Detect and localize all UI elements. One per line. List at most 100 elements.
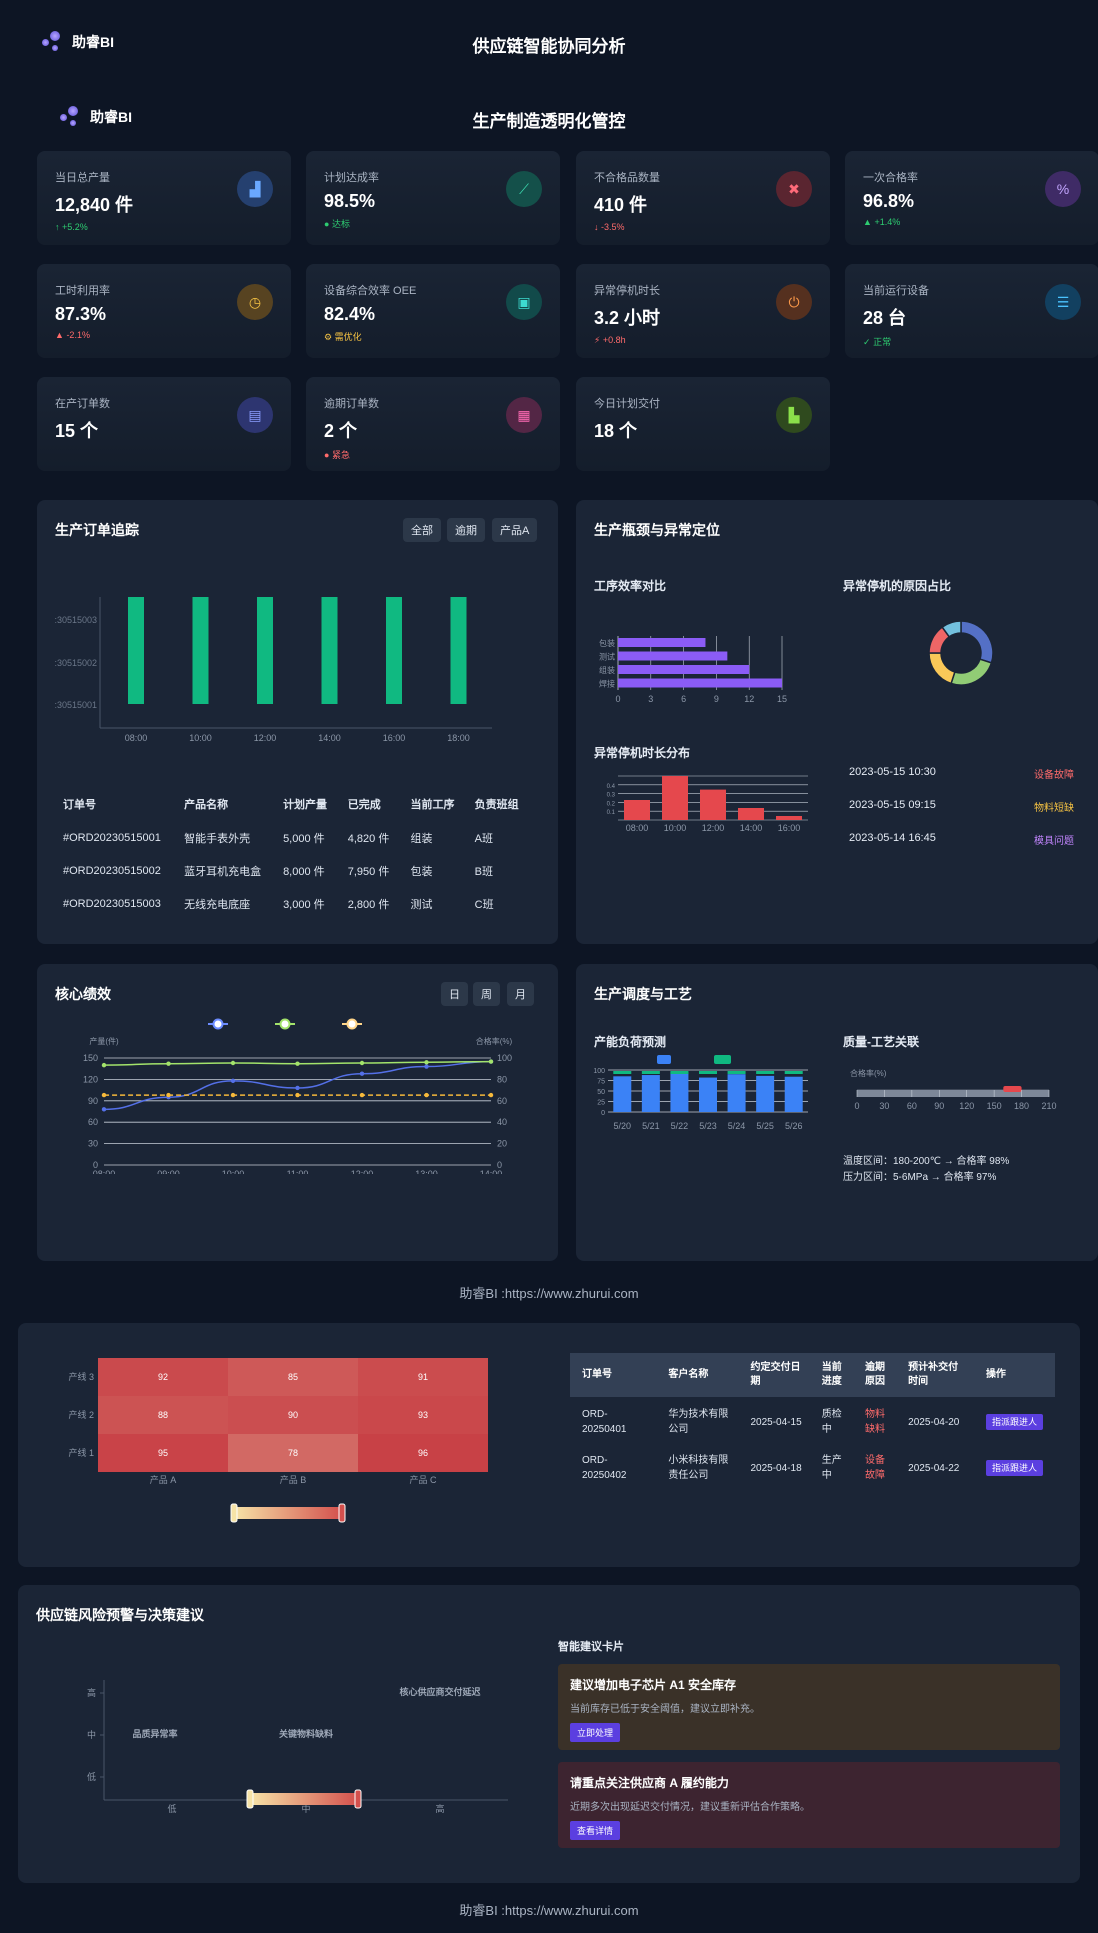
tab-month[interactable]: 月 [507, 982, 534, 1006]
data-point[interactable] [359, 1060, 365, 1066]
event-row[interactable]: 2023-05-15 09:15 物料短缺 [849, 799, 1074, 814]
bar[interactable] [641, 1075, 660, 1112]
data-point[interactable] [295, 1085, 300, 1091]
bar[interactable] [699, 1071, 717, 1074]
data-point[interactable] [166, 1092, 171, 1098]
heatmap-cell[interactable] [98, 1358, 228, 1396]
bar[interactable] [662, 776, 688, 820]
data-point[interactable] [488, 1059, 494, 1064]
legend-swatch[interactable] [714, 1055, 731, 1064]
slider-handle[interactable] [246, 1789, 254, 1809]
bar[interactable] [613, 1071, 632, 1074]
bar[interactable] [776, 816, 802, 820]
slider-handle[interactable] [354, 1789, 362, 1809]
bar[interactable] [670, 1071, 689, 1074]
pie-slice[interactable] [928, 652, 956, 685]
bar[interactable] [699, 1077, 717, 1112]
assign-follower-button[interactable]: 指派跟进人 [985, 1413, 1043, 1430]
data-point[interactable] [230, 1060, 236, 1066]
pie-slice[interactable] [950, 658, 993, 686]
assign-follower-button[interactable]: 指派跟进人 [985, 1459, 1043, 1476]
y2-axis-title: 合格率(%) [476, 1036, 513, 1046]
bar[interactable] [618, 638, 706, 647]
section-logo: 助睿BI [58, 104, 132, 130]
slider-handle[interactable] [230, 1503, 238, 1523]
filter-all-button[interactable]: 全部 [403, 518, 441, 542]
heatmap-cell[interactable] [228, 1358, 358, 1396]
handle-now-button[interactable]: 立即处理 [570, 1723, 621, 1742]
event-row[interactable]: 2023-05-14 16:45 模具问题 [849, 832, 1074, 847]
bar[interactable] [727, 1071, 746, 1074]
x-tick-label: 5/24 [728, 1121, 746, 1131]
kpi-card: 在产订单数 15 个 ▤ [37, 377, 291, 471]
data-point[interactable] [424, 1060, 429, 1065]
event-row[interactable]: 2023-05-15 10:30 设备故障 [849, 766, 1074, 781]
data-point[interactable] [166, 1061, 171, 1066]
tab-week[interactable]: 周 [473, 982, 500, 1006]
footer-link[interactable]: 助睿BI :https://www.zhurui.com [459, 1286, 639, 1301]
footer-link[interactable]: 助睿BI :https://www.zhurui.com [459, 1903, 639, 1918]
heatmap-cell[interactable] [98, 1434, 228, 1472]
data-point[interactable] [295, 1061, 300, 1066]
bar[interactable] [128, 597, 144, 704]
table-row[interactable]: ORD-20250401 华为技术有限公司 2025-04-15 质检中 物料缺料 202… [570, 1397, 1055, 1443]
pie-slice[interactable] [941, 620, 962, 638]
heatmap-cell[interactable] [358, 1358, 488, 1396]
bar[interactable] [192, 597, 209, 704]
bar[interactable] [738, 808, 764, 820]
series-line[interactable] [103, 1060, 492, 1111]
data-point[interactable] [101, 1062, 107, 1068]
heatmap-cell[interactable] [358, 1396, 488, 1434]
heatmap-cell[interactable] [228, 1396, 358, 1434]
bar[interactable] [756, 1071, 775, 1074]
data-point[interactable] [488, 1092, 494, 1098]
highlight-bar[interactable] [1003, 1086, 1022, 1092]
bar[interactable] [321, 597, 338, 704]
bar[interactable] [450, 597, 467, 704]
bar[interactable] [756, 1075, 775, 1112]
data-point[interactable] [359, 1092, 365, 1098]
bar[interactable] [784, 1071, 803, 1074]
filter-product-a-button[interactable]: 产品A [492, 518, 538, 542]
legend-swatch[interactable] [657, 1055, 671, 1064]
bar[interactable] [618, 651, 728, 661]
data-point[interactable] [101, 1107, 107, 1112]
table-row[interactable]: #ORD20230515001 智能手表外壳 5,000 件 4,820 件 组装 A班 [63, 813, 533, 846]
visual-map-slider[interactable] [250, 1793, 358, 1805]
bar[interactable] [257, 597, 273, 704]
bar[interactable] [727, 1074, 746, 1112]
view-details-button[interactable]: 查看详情 [570, 1821, 621, 1840]
legend-marker[interactable] [346, 1018, 358, 1030]
bar[interactable] [618, 665, 750, 674]
data-point[interactable] [295, 1092, 300, 1098]
bar[interactable] [618, 678, 782, 688]
data-point[interactable] [230, 1078, 236, 1084]
data-point[interactable] [101, 1092, 107, 1098]
data-point[interactable] [230, 1092, 236, 1098]
trend-icon: ▲ [55, 330, 64, 340]
data-point[interactable] [424, 1092, 429, 1098]
data-point[interactable] [359, 1071, 365, 1076]
legend-marker[interactable] [212, 1018, 224, 1030]
tab-day[interactable]: 日 [441, 982, 468, 1006]
legend-marker[interactable] [279, 1018, 291, 1030]
filter-overdue-button[interactable]: 逾期 [447, 518, 485, 542]
bar[interactable] [624, 800, 650, 820]
bar[interactable] [784, 1076, 803, 1112]
table-row[interactable]: ORD-20250402 小米科技有限责任公司 2025-04-18 生产中 设备故障 2… [570, 1443, 1055, 1489]
slider-handle[interactable] [338, 1503, 346, 1523]
data-point[interactable] [424, 1064, 429, 1069]
pie-slice[interactable] [960, 620, 994, 664]
bar[interactable] [670, 1072, 689, 1112]
heatmap-cell[interactable] [358, 1434, 488, 1472]
bar[interactable] [613, 1076, 632, 1112]
bar[interactable] [641, 1071, 660, 1074]
bar[interactable] [700, 789, 726, 820]
table-row[interactable]: #ORD20230515003 无线充电底座 3,000 件 2,800 件 测试 C班 [63, 879, 533, 912]
column-header: 客户名称 [668, 1369, 709, 1380]
visual-map-slider[interactable] [234, 1507, 342, 1519]
heatmap-cell[interactable] [98, 1396, 228, 1434]
heatmap-cell[interactable] [228, 1434, 358, 1472]
table-row[interactable]: #ORD20230515002 蓝牙耳机充电盒 8,000 件 7,950 件 包装 B班 [63, 846, 533, 879]
bar[interactable] [386, 597, 402, 704]
